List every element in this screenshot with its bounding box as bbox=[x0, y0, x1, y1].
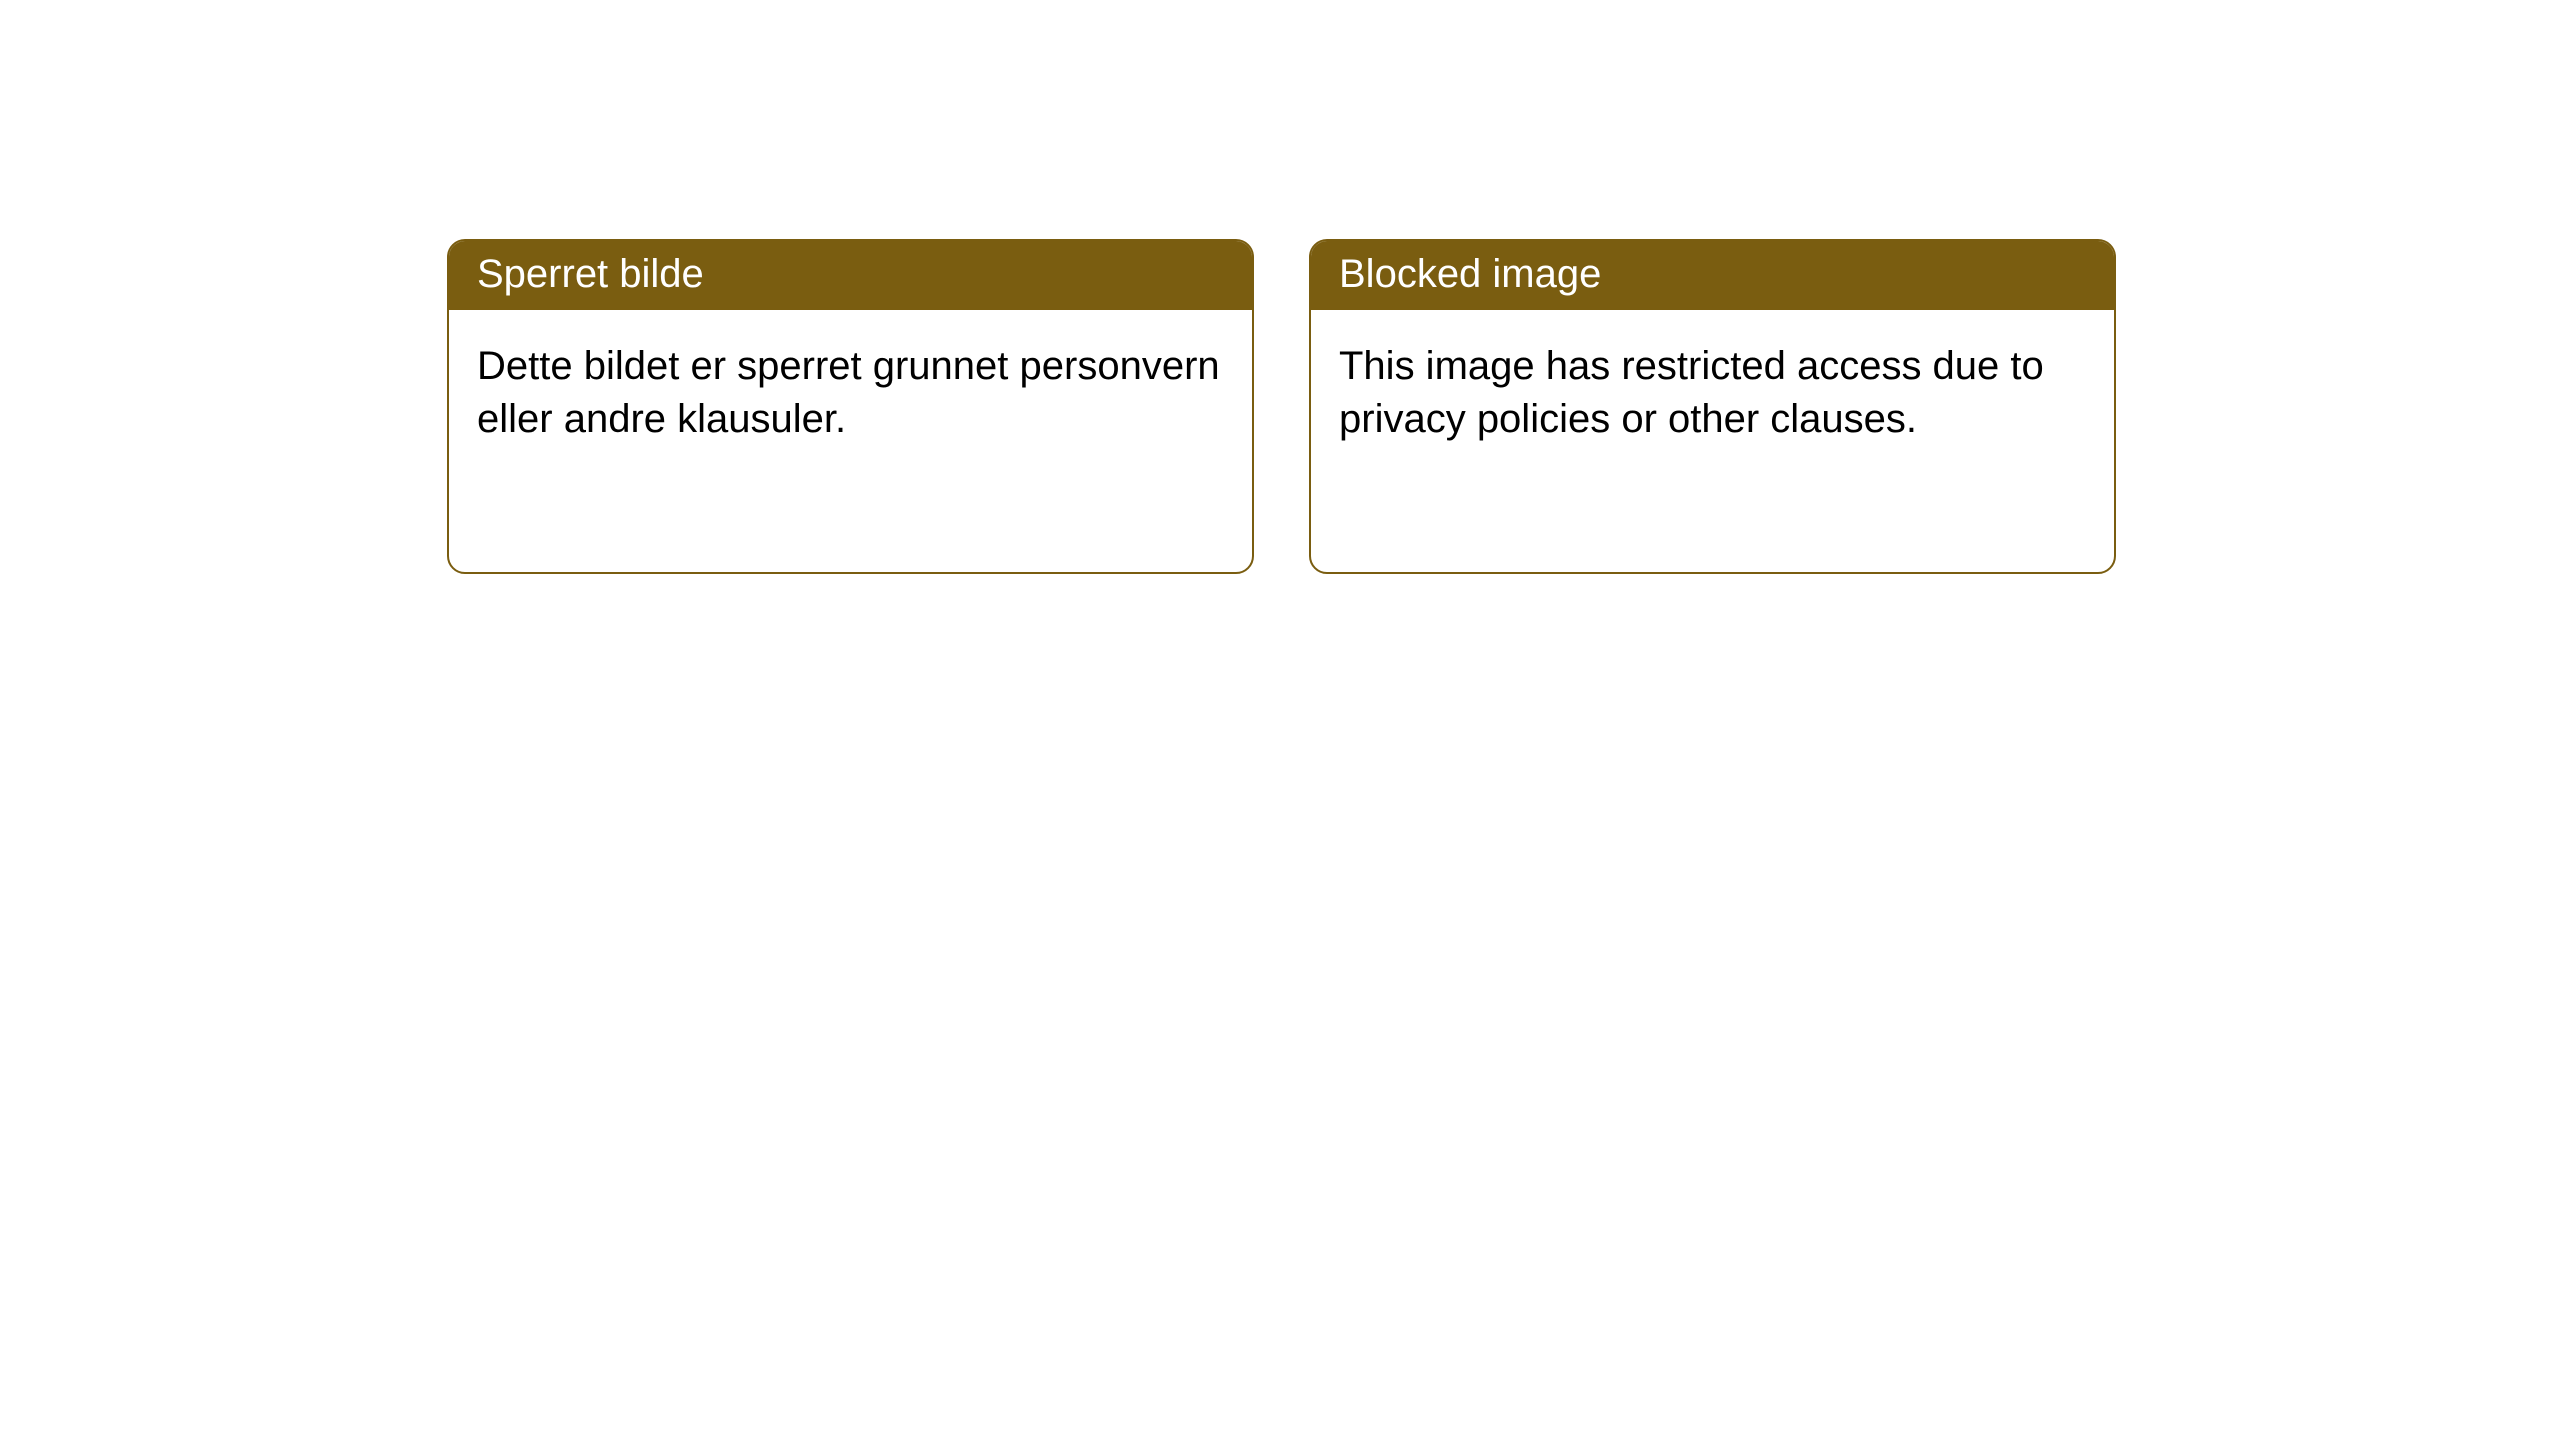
notice-card-norwegian: Sperret bilde Dette bildet er sperret gr… bbox=[447, 239, 1254, 574]
notice-title: Blocked image bbox=[1339, 252, 1601, 296]
notice-message: Dette bildet er sperret grunnet personve… bbox=[477, 344, 1220, 441]
notice-header: Blocked image bbox=[1311, 241, 2114, 310]
notice-title: Sperret bilde bbox=[477, 252, 704, 296]
notice-header: Sperret bilde bbox=[449, 241, 1252, 310]
notice-cards-container: Sperret bilde Dette bildet er sperret gr… bbox=[0, 0, 2560, 574]
notice-body: This image has restricted access due to … bbox=[1311, 310, 2114, 476]
notice-message: This image has restricted access due to … bbox=[1339, 344, 2044, 441]
notice-card-english: Blocked image This image has restricted … bbox=[1309, 239, 2116, 574]
notice-body: Dette bildet er sperret grunnet personve… bbox=[449, 310, 1252, 476]
